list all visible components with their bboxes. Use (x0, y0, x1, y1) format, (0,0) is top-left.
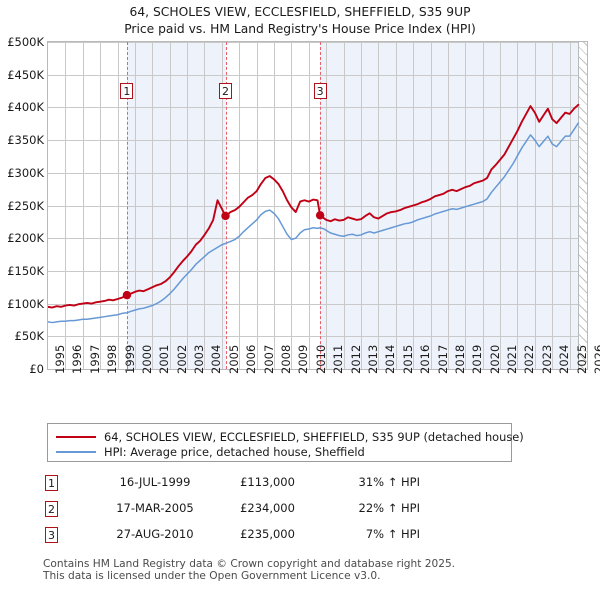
footer-line-2: This data is licensed under the Open Gov… (43, 570, 381, 582)
gridline-vertical (483, 42, 484, 369)
y-axis-tick-label: £300K (7, 165, 44, 180)
gridline-horizontal (48, 42, 587, 43)
y-axis-tick-label: £250K (7, 198, 44, 213)
series-line (48, 122, 580, 324)
transaction-date: 16-JUL-1999 (119, 475, 191, 489)
gridline-horizontal (48, 140, 587, 141)
gridline-vertical (517, 42, 518, 369)
gridline-vertical (465, 42, 466, 369)
future-hatch-region (578, 42, 587, 369)
gridline-horizontal (48, 75, 587, 76)
gridline-horizontal (48, 271, 587, 272)
table-row: 1 16-JUL-1999 £113,000 31% ↑ HPI (45, 473, 465, 499)
y-axis-tick-label: £50K (14, 329, 45, 344)
gridline-vertical (535, 42, 536, 369)
y-axis-tick-label: £500K (7, 35, 44, 49)
gridline-vertical (326, 42, 327, 369)
gridline-vertical (500, 42, 501, 369)
footer-attribution: Contains HM Land Registry data © Crown c… (43, 558, 583, 582)
gridline-horizontal (48, 173, 587, 174)
sale-point-marker[interactable] (221, 211, 230, 221)
transaction-hpi-delta: 31% ↑ HPI (358, 475, 420, 489)
transaction-hpi-delta: 7% ↑ HPI (365, 527, 420, 541)
gridline-vertical (396, 42, 397, 369)
transaction-index-badge: 2 (45, 501, 58, 517)
transaction-index-badge: 1 (45, 475, 58, 491)
gridline-vertical (344, 42, 345, 369)
gridline-vertical (291, 42, 292, 369)
transaction-date: 17-MAR-2005 (116, 501, 194, 515)
event-number-box[interactable]: 1 (120, 83, 134, 99)
transaction-hpi-delta: 22% ↑ HPI (358, 501, 420, 515)
transaction-price: £234,000 (240, 501, 295, 515)
gridline-horizontal (48, 107, 587, 108)
y-axis-tick-label: £150K (7, 263, 44, 278)
chart-legend: 64, SCHOLES VIEW, ECCLESFIELD, SHEFFIELD… (47, 423, 524, 462)
y-axis-tick-label: £400K (7, 100, 44, 115)
legend-label-hpi: HPI: Average price, detached house, Shef… (104, 444, 365, 459)
legend-label-property: 64, SCHOLES VIEW, ECCLESFIELD, SHEFFIELD… (104, 429, 524, 444)
table-row: 3 27-AUG-2010 £235,000 7% ↑ HPI (45, 525, 465, 551)
legend-row-property: 64, SCHOLES VIEW, ECCLESFIELD, SHEFFIELD… (56, 429, 524, 444)
footer-line-1: Contains HM Land Registry data © Crown c… (43, 558, 456, 570)
sale-point-marker[interactable] (122, 290, 132, 300)
gridline-vertical (274, 42, 275, 369)
legend-swatch-property (56, 435, 96, 438)
shaded-band (126, 42, 226, 369)
gridline-horizontal (48, 304, 587, 305)
gridline-vertical (65, 42, 66, 369)
gridline-vertical (552, 42, 553, 369)
event-number-box[interactable]: 3 (313, 83, 327, 99)
gridline-vertical (204, 42, 205, 369)
gridline-vertical (118, 42, 119, 369)
gridline-vertical (100, 42, 101, 369)
gridline-vertical (135, 42, 136, 369)
chart-series-lines (48, 103, 580, 324)
legend-row-hpi: HPI: Average price, detached house, Shef… (56, 444, 511, 459)
transaction-price: £235,000 (240, 527, 295, 541)
gridline-horizontal (48, 238, 587, 239)
title-line-1: 64, SCHOLES VIEW, ECCLESFIELD, SHEFFIELD… (129, 5, 471, 19)
transaction-table: 1 16-JUL-1999 £113,000 31% ↑ HPI 2 17-MA… (45, 473, 465, 551)
sale-point-marker[interactable] (315, 211, 325, 220)
y-axis-tick-label: £0 (29, 362, 44, 376)
gridline-vertical (222, 42, 223, 369)
gridline-vertical (187, 42, 188, 369)
gridline-vertical (431, 42, 432, 369)
gridline-vertical (309, 42, 310, 369)
gridline-vertical (257, 42, 258, 369)
gridline-vertical (570, 42, 571, 369)
gridline-vertical (170, 42, 171, 369)
table-row: 2 17-MAR-2005 £234,000 22% ↑ HPI (45, 499, 465, 525)
event-dashed-line (320, 42, 322, 369)
gridline-vertical (378, 42, 379, 369)
y-axis-tick-label: £100K (7, 296, 44, 311)
title-line-2: Price paid vs. HM Land Registry's House … (124, 22, 476, 36)
transaction-price: £113,000 (240, 475, 295, 489)
y-axis-tick-label: £450K (7, 67, 44, 82)
series-line (48, 103, 580, 309)
gridline-vertical (83, 42, 84, 369)
shaded-band (320, 42, 581, 369)
gridline-horizontal (48, 206, 587, 207)
event-dashed-line (126, 42, 128, 369)
gridline-vertical (152, 42, 153, 369)
y-axis-tick-label: £350K (7, 133, 44, 148)
legend-swatch-hpi (56, 450, 96, 453)
transaction-index-badge: 3 (45, 527, 58, 543)
gridline-vertical (448, 42, 449, 369)
gridline-horizontal (48, 336, 587, 337)
y-axis-tick-label: £200K (7, 231, 44, 246)
page-title: 64, SCHOLES VIEW, ECCLESFIELD, SHEFFIELD… (0, 4, 600, 38)
gridline-vertical (361, 42, 362, 369)
event-number-box[interactable]: 2 (219, 83, 233, 99)
transaction-date: 27-AUG-2010 (116, 527, 194, 541)
event-dashed-line (225, 42, 227, 369)
